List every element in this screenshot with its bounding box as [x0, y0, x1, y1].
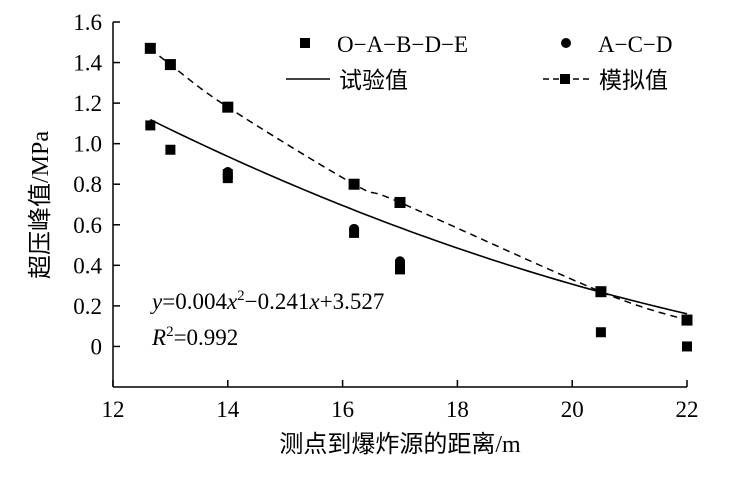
y-tick-label: 0.8 — [73, 172, 102, 197]
y-ticks: 0 0.2 0.4 0.6 0.8 1.0 1.2 1.4 1.6 — [73, 10, 120, 359]
simulated-point — [144, 42, 156, 54]
series-layer — [144, 42, 693, 352]
simulated-point — [681, 314, 693, 326]
oabde-point — [165, 144, 176, 155]
simulated-point — [164, 59, 176, 71]
oabde-point — [682, 341, 692, 352]
legend-label-oabde: O−A−B−D−E — [337, 32, 468, 57]
oabde-point — [145, 120, 156, 131]
r2-exponent: 2 — [166, 324, 174, 340]
y-tick-label: 0.2 — [73, 294, 102, 319]
eq-part-2: −0.241 — [245, 289, 310, 314]
y-tick-label: 0 — [91, 334, 103, 359]
r2-r: R — [151, 325, 166, 350]
simulated-point — [394, 196, 406, 208]
legend-label-acd: A−C−D — [598, 32, 673, 57]
x-tick-label: 14 — [216, 397, 240, 422]
fit-equation: y=0.004x2−0.241x+3.527 — [150, 288, 384, 314]
oabde-point — [222, 169, 233, 180]
x-tick-label: 16 — [331, 397, 354, 422]
legend: O−A−B−D−E A−C−D 试验值 模拟值 — [286, 32, 673, 93]
oabde-point — [595, 327, 606, 338]
eq-part-1: =0.004 — [162, 289, 227, 314]
simulated-point — [595, 286, 607, 298]
x-ticks: 12 14 16 18 20 22 — [102, 380, 699, 422]
simulated-point — [348, 178, 360, 190]
eq-part-3: +3.527 — [320, 289, 385, 314]
simulated-curve-line — [149, 47, 688, 321]
y-tick-label: 1.0 — [73, 132, 102, 157]
x-tick-label: 12 — [102, 397, 125, 422]
fit-curve-line — [149, 118, 688, 315]
r-squared: R2=0.992 — [151, 324, 238, 350]
x-axis-title: 测点到爆炸源的距离/m — [279, 431, 521, 458]
y-tick-label: 0.4 — [73, 253, 102, 278]
x-tick-label: 20 — [561, 397, 584, 422]
x-tick-label: 18 — [446, 397, 469, 422]
eq-x2: x — [308, 289, 320, 314]
legend-label-experimental: 试验值 — [339, 68, 408, 93]
oabde-point — [349, 227, 360, 238]
y-tick-label: 0.6 — [73, 213, 102, 238]
eq-x1: x — [226, 289, 238, 314]
simulated-point — [222, 101, 234, 113]
legend-label-simulated: 模拟值 — [599, 68, 668, 93]
oabde-point — [395, 260, 405, 271]
legend-marker-dashed-square — [560, 74, 570, 84]
eq-y: y — [150, 289, 163, 314]
r2-value: =0.992 — [174, 325, 239, 350]
legend-marker-square — [300, 38, 310, 48]
y-tick-label: 1.6 — [73, 10, 102, 35]
x-tick-label: 22 — [676, 397, 699, 422]
eq-exponent: 2 — [237, 288, 245, 304]
y-tick-label: 1.2 — [73, 91, 102, 116]
y-tick-label: 1.4 — [73, 51, 102, 76]
legend-marker-circle — [561, 38, 571, 48]
y-axis-title: 超压峰值/MPa — [27, 131, 54, 279]
